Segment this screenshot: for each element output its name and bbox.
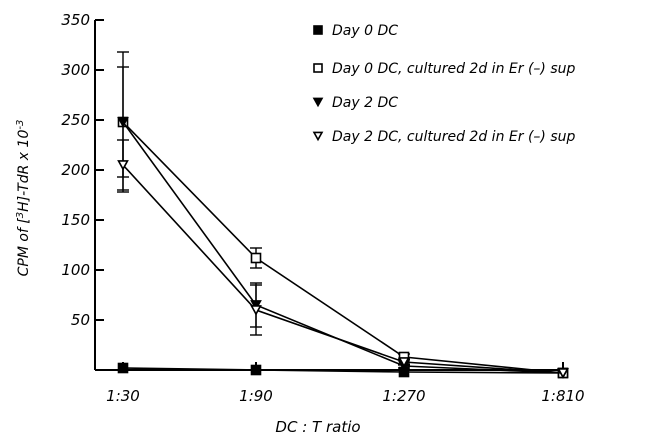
y-axis-label-sup2: -3 bbox=[15, 120, 26, 130]
legend-label: Day 2 DC, cultured 2d in Er (–) sup bbox=[332, 129, 575, 145]
y-tick-label: 350 bbox=[61, 11, 90, 29]
marker-filled-triangle bbox=[117, 117, 129, 128]
y-axis-label: CPM of [3H]-TdR x 10-3 bbox=[15, 120, 32, 277]
series-line bbox=[122, 121, 564, 374]
marker-open-triangle bbox=[398, 357, 410, 368]
x-axis-label: DC : T ratio bbox=[275, 418, 360, 436]
x-tick-label: 1:90 bbox=[239, 387, 273, 405]
series-4 bbox=[117, 139, 569, 379]
marker-open-triangle bbox=[250, 305, 262, 316]
series-3 bbox=[117, 66, 569, 379]
series-line bbox=[122, 367, 564, 374]
legend: Day 0 DC Day 0 DC, cultured 2d in Er (–) … bbox=[312, 23, 575, 145]
y-axis-label-sup1: 3 bbox=[15, 212, 26, 218]
marker-filled-square bbox=[250, 364, 262, 376]
marker-filled-triangle bbox=[312, 97, 324, 108]
y-tick-label: 300 bbox=[61, 61, 90, 79]
y-tick-label: 100 bbox=[61, 261, 90, 279]
series-line bbox=[122, 121, 564, 374]
marker-filled-square bbox=[117, 362, 129, 374]
y-tick-label: 250 bbox=[61, 111, 90, 129]
x-ticks: 1:30 1:90 1:270 1:810 bbox=[106, 362, 585, 405]
x-tick-label: 1:810 bbox=[541, 387, 584, 405]
legend-label: Day 2 DC bbox=[332, 95, 398, 111]
y-axis-label-prefix: CPM of [ bbox=[16, 218, 32, 277]
y-ticks: 50 100 150 200 250 300 350 bbox=[61, 11, 104, 329]
x-tick-label: 1:270 bbox=[382, 387, 425, 405]
series-layer bbox=[117, 51, 569, 379]
marker-open-triangle bbox=[312, 131, 324, 142]
y-axis-label-mid: H]-TdR x 10 bbox=[16, 130, 32, 212]
marker-open-triangle bbox=[557, 368, 569, 379]
series-line bbox=[122, 164, 564, 374]
y-tick-label: 150 bbox=[61, 211, 90, 229]
legend-label: Day 0 DC, cultured 2d in Er (–) sup bbox=[332, 61, 575, 77]
marker-filled-square bbox=[313, 25, 323, 35]
y-tick-label: 50 bbox=[71, 311, 90, 329]
y-tick-label: 200 bbox=[61, 161, 90, 179]
x-tick-label: 1:30 bbox=[106, 387, 140, 405]
legend-label: Day 0 DC bbox=[332, 23, 398, 39]
marker-open-square bbox=[250, 252, 262, 264]
marker-open-triangle bbox=[117, 160, 129, 171]
marker-open-square bbox=[313, 63, 323, 73]
